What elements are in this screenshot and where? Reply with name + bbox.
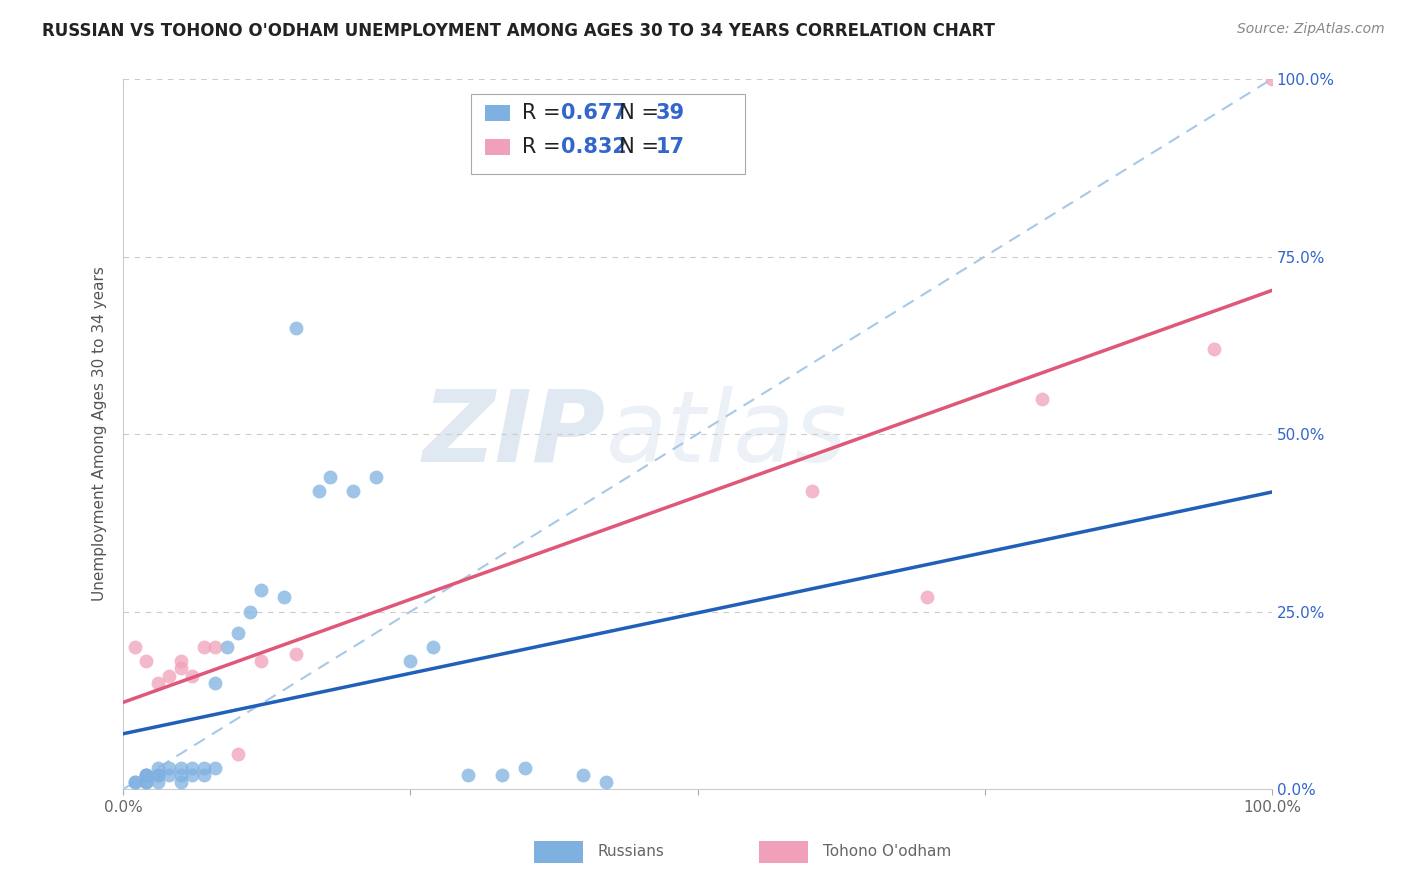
Point bbox=[399, 654, 422, 668]
Point bbox=[146, 761, 169, 775]
Text: 17: 17 bbox=[655, 137, 685, 157]
Text: Russians: Russians bbox=[598, 845, 665, 859]
Text: atlas: atlas bbox=[606, 385, 848, 483]
Point bbox=[170, 661, 193, 675]
Point bbox=[157, 668, 180, 682]
Point bbox=[181, 668, 204, 682]
Text: R =: R = bbox=[522, 103, 567, 123]
Point bbox=[157, 768, 180, 782]
Text: Source: ZipAtlas.com: Source: ZipAtlas.com bbox=[1237, 22, 1385, 37]
Point bbox=[917, 591, 939, 605]
Point bbox=[1204, 342, 1226, 356]
Point bbox=[135, 768, 157, 782]
Text: R =: R = bbox=[522, 137, 567, 157]
Point bbox=[193, 761, 215, 775]
Text: ZIP: ZIP bbox=[423, 385, 606, 483]
Point bbox=[146, 768, 169, 782]
Text: Tohono O'odham: Tohono O'odham bbox=[823, 845, 950, 859]
Point bbox=[146, 768, 169, 782]
Point bbox=[124, 775, 146, 789]
Point bbox=[170, 768, 193, 782]
Point bbox=[364, 469, 387, 483]
Point bbox=[193, 768, 215, 782]
Point bbox=[193, 640, 215, 654]
Point bbox=[124, 640, 146, 654]
Point bbox=[457, 768, 479, 782]
Point bbox=[170, 654, 193, 668]
Point bbox=[284, 320, 307, 334]
Text: 39: 39 bbox=[655, 103, 685, 123]
Point bbox=[170, 761, 193, 775]
Point bbox=[595, 775, 617, 789]
Text: N =: N = bbox=[606, 103, 665, 123]
Point bbox=[571, 768, 593, 782]
Text: N =: N = bbox=[606, 137, 665, 157]
Point bbox=[204, 675, 226, 690]
Point bbox=[308, 483, 330, 498]
Point bbox=[239, 605, 262, 619]
Point bbox=[135, 768, 157, 782]
Point bbox=[204, 640, 226, 654]
Point bbox=[1261, 72, 1284, 87]
Point bbox=[422, 640, 444, 654]
Point bbox=[250, 654, 273, 668]
Point bbox=[319, 469, 342, 483]
Point bbox=[135, 768, 157, 782]
Point bbox=[515, 761, 537, 775]
Point bbox=[135, 775, 157, 789]
Point bbox=[146, 675, 169, 690]
Point bbox=[250, 583, 273, 598]
Point bbox=[170, 775, 193, 789]
Point bbox=[181, 761, 204, 775]
Point bbox=[157, 761, 180, 775]
Text: 0.832: 0.832 bbox=[561, 137, 627, 157]
Y-axis label: Unemployment Among Ages 30 to 34 years: Unemployment Among Ages 30 to 34 years bbox=[93, 267, 107, 601]
Point bbox=[226, 626, 249, 640]
Point bbox=[491, 768, 513, 782]
Point bbox=[215, 640, 238, 654]
Point bbox=[135, 654, 157, 668]
Point bbox=[801, 483, 824, 498]
Point bbox=[135, 775, 157, 789]
Point bbox=[284, 647, 307, 661]
Point bbox=[273, 591, 295, 605]
Point bbox=[146, 775, 169, 789]
Point bbox=[124, 775, 146, 789]
Point bbox=[342, 483, 364, 498]
Point bbox=[204, 761, 226, 775]
Point bbox=[181, 768, 204, 782]
Text: 0.677: 0.677 bbox=[561, 103, 627, 123]
Point bbox=[226, 747, 249, 761]
Text: RUSSIAN VS TOHONO O'ODHAM UNEMPLOYMENT AMONG AGES 30 TO 34 YEARS CORRELATION CHA: RUSSIAN VS TOHONO O'ODHAM UNEMPLOYMENT A… bbox=[42, 22, 995, 40]
Point bbox=[1031, 392, 1053, 406]
